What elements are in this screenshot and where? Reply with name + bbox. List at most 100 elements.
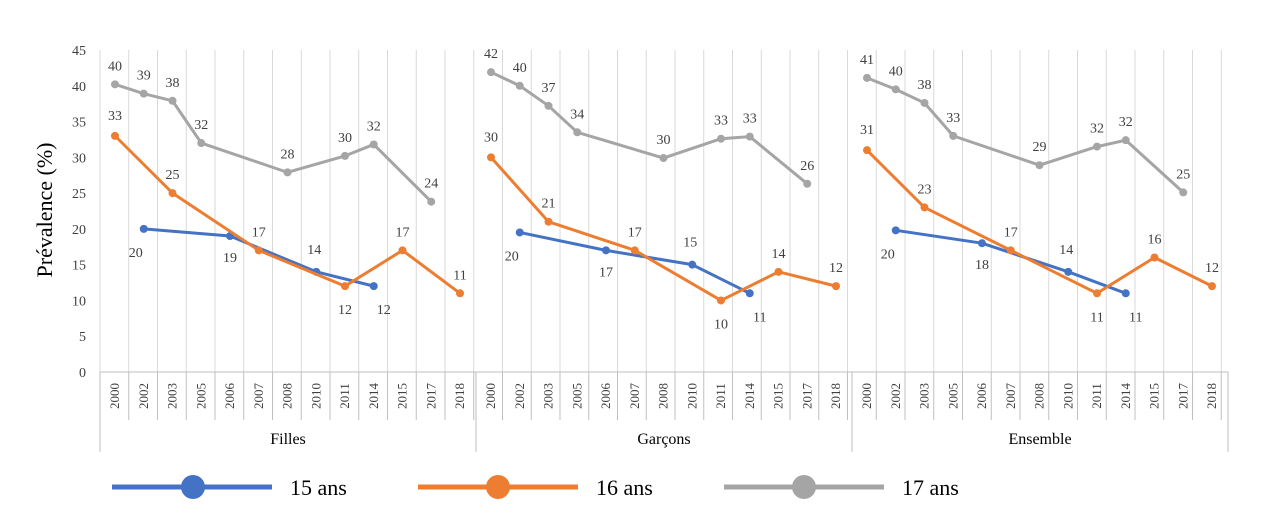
data-point [1150,253,1159,262]
data-point [111,131,119,140]
data-label: 32 [367,119,381,134]
data-label: 32 [1090,122,1104,137]
data-point [515,228,524,237]
data-label: 20 [505,249,519,264]
data-label: 14 [772,247,786,262]
legend-marker [792,475,816,499]
x-tick-label: 2003 [165,383,180,409]
data-label: 42 [484,47,498,62]
data-label: 31 [860,123,874,138]
group-label: Ensemble [1008,431,1071,448]
data-point [487,153,495,162]
x-tick-label: 2000 [483,383,498,409]
data-point [920,203,929,212]
x-tick-label: 2010 [308,383,323,409]
data-point [168,189,177,198]
x-tick-label: 2015 [1147,383,1162,409]
data-label: 18 [975,258,989,273]
y-axis-title: Prévalence (%) [32,143,57,278]
x-tick-label: 2010 [1060,383,1075,409]
data-point [1035,161,1044,170]
data-label: 25 [1176,167,1190,182]
data-labels: 20 19 14 12 33 25 17 12 17 11 40 39 38 32 28 30 32 24 20 17… [108,47,1219,332]
x-tick-label: 2002 [888,383,903,409]
data-label: 37 [542,81,556,96]
axes: 0 5 10 15 20 25 30 35 40 45 2000 2002 2003 2005 2006 20… [72,44,1229,452]
data-point [978,239,986,248]
data-point [369,282,378,291]
data-label: 28 [281,147,295,162]
data-label: 32 [194,118,208,133]
data-point [283,168,292,177]
x-tick-label: 2014 [1118,383,1133,410]
series-line [489,156,837,302]
x-tick-label: 2003 [541,383,556,409]
data-point [630,246,639,255]
x-tick-label: 2006 [598,383,613,410]
legend-label: 17 ans [902,475,959,500]
legend-marker [181,475,205,499]
data-label: 29 [1033,140,1047,155]
data-label: 26 [800,159,814,174]
data-label: 30 [657,133,671,148]
data-point [659,154,668,163]
data-label: 14 [1059,243,1073,258]
data-point [949,131,958,140]
legend-label: 16 ans [596,475,653,500]
x-tick-label: 2014 [742,383,757,410]
data-label: 17 [628,225,642,240]
x-tick-label: 2000 [859,383,874,409]
data-point [139,89,148,98]
data-label: 32 [1119,115,1133,130]
x-tick-label: 2008 [280,383,295,409]
data-label: 19 [223,251,237,266]
data-point [1121,289,1130,298]
data-point [398,246,407,255]
data-point [168,96,177,105]
data-label: 40 [108,59,122,74]
data-label: 21 [542,197,556,212]
data-point [197,139,206,148]
data-point [717,134,725,143]
x-tick-label: 2006 [222,383,237,410]
x-tick-label: 2011 [1089,383,1104,409]
data-label: 17 [1004,225,1018,240]
data-label: 38 [918,78,932,93]
data-label: 33 [743,112,757,127]
data-point [832,282,840,291]
data-point [427,197,436,206]
data-label: 33 [714,114,728,129]
x-tick-label: 2018 [452,383,467,409]
x-tick-label: 2015 [771,383,786,409]
data-point [1121,136,1130,145]
data-label: 12 [377,303,391,318]
x-tick-label: 2007 [251,383,266,410]
series-line [113,134,461,295]
x-tick-label: 2011 [337,383,352,409]
x-tick-label: 2002 [136,383,151,409]
data-point [254,246,263,255]
data-label: 17 [252,225,266,240]
x-tick-label: 2008 [1032,383,1047,409]
series-line [114,82,433,203]
data-point [1064,267,1073,276]
series-line [865,149,1213,295]
data-point [891,85,900,94]
data-label: 20 [129,246,143,261]
data-point [111,80,119,89]
data-point [863,146,871,155]
data-point [1208,282,1216,291]
data-label: 34 [570,107,584,122]
data-point [341,282,349,291]
data-label: 20 [881,247,895,262]
x-tick-label: 2017 [423,383,438,410]
data-label: 14 [307,243,321,258]
data-point [688,260,697,269]
data-point [863,73,871,82]
data-label: 30 [484,130,498,145]
series-line [519,230,751,295]
data-label: 11 [1129,310,1142,325]
data-point [891,226,900,235]
data-label: 12 [829,261,843,276]
